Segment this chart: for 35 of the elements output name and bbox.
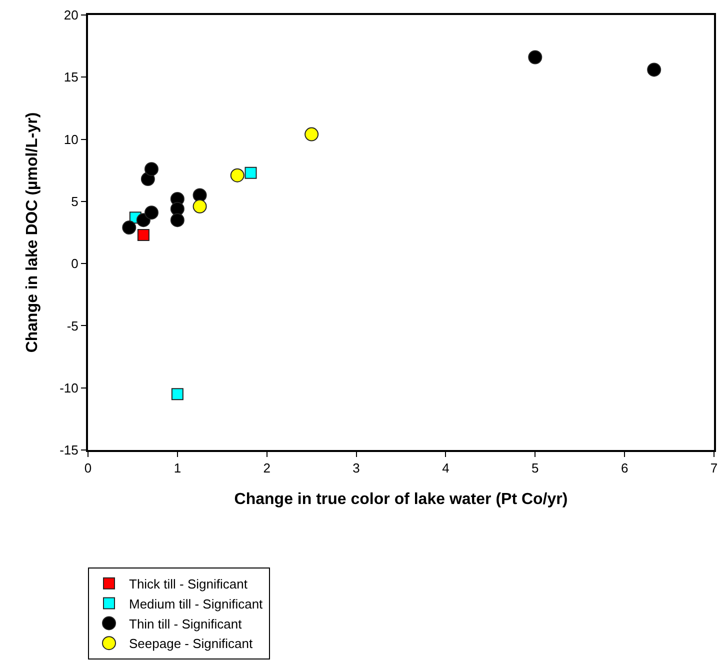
legend-label: Seepage - Significant (129, 636, 253, 652)
y-tick-label: -10 (60, 380, 78, 396)
y-tick-label: -15 (60, 442, 78, 458)
point (230, 168, 244, 182)
point (171, 388, 184, 400)
x-tick-label: 3 (352, 460, 360, 476)
x-tick-label: 7 (710, 460, 718, 476)
point (137, 228, 150, 241)
point (304, 127, 319, 142)
point (170, 213, 184, 228)
y-axis-title: Change in lake DOC (µmol/L-yr) (24, 112, 42, 353)
point (528, 50, 542, 64)
point (192, 199, 207, 214)
point (122, 220, 136, 235)
x-tick-label: 4 (442, 460, 450, 476)
y-tick-label: 15 (64, 70, 78, 85)
point (144, 206, 158, 220)
x-tick-label: 5 (532, 460, 539, 476)
y-tick-label: 10 (64, 132, 78, 147)
point (144, 162, 158, 176)
x-tick-label: 6 (620, 460, 628, 476)
y-tick-label: -5 (66, 318, 78, 334)
point (244, 166, 257, 179)
x-tick-label: 1 (174, 460, 182, 476)
y-tick-label: 20 (64, 8, 78, 23)
point (170, 202, 184, 216)
y-tick-label: 0 (71, 256, 78, 272)
y-tick-label: 5 (71, 194, 78, 209)
point (647, 62, 662, 77)
legend-label: Thin till - Significant (129, 616, 242, 632)
x-axis-title: Change in true color of lake water (Pt Co/yr) (234, 490, 568, 508)
legend-label: Thick till - Significant (129, 576, 248, 592)
x-tick-label: 0 (84, 460, 92, 476)
x-tick-label: 2 (263, 460, 270, 476)
legend-label: Medium till - Significant (129, 596, 264, 612)
